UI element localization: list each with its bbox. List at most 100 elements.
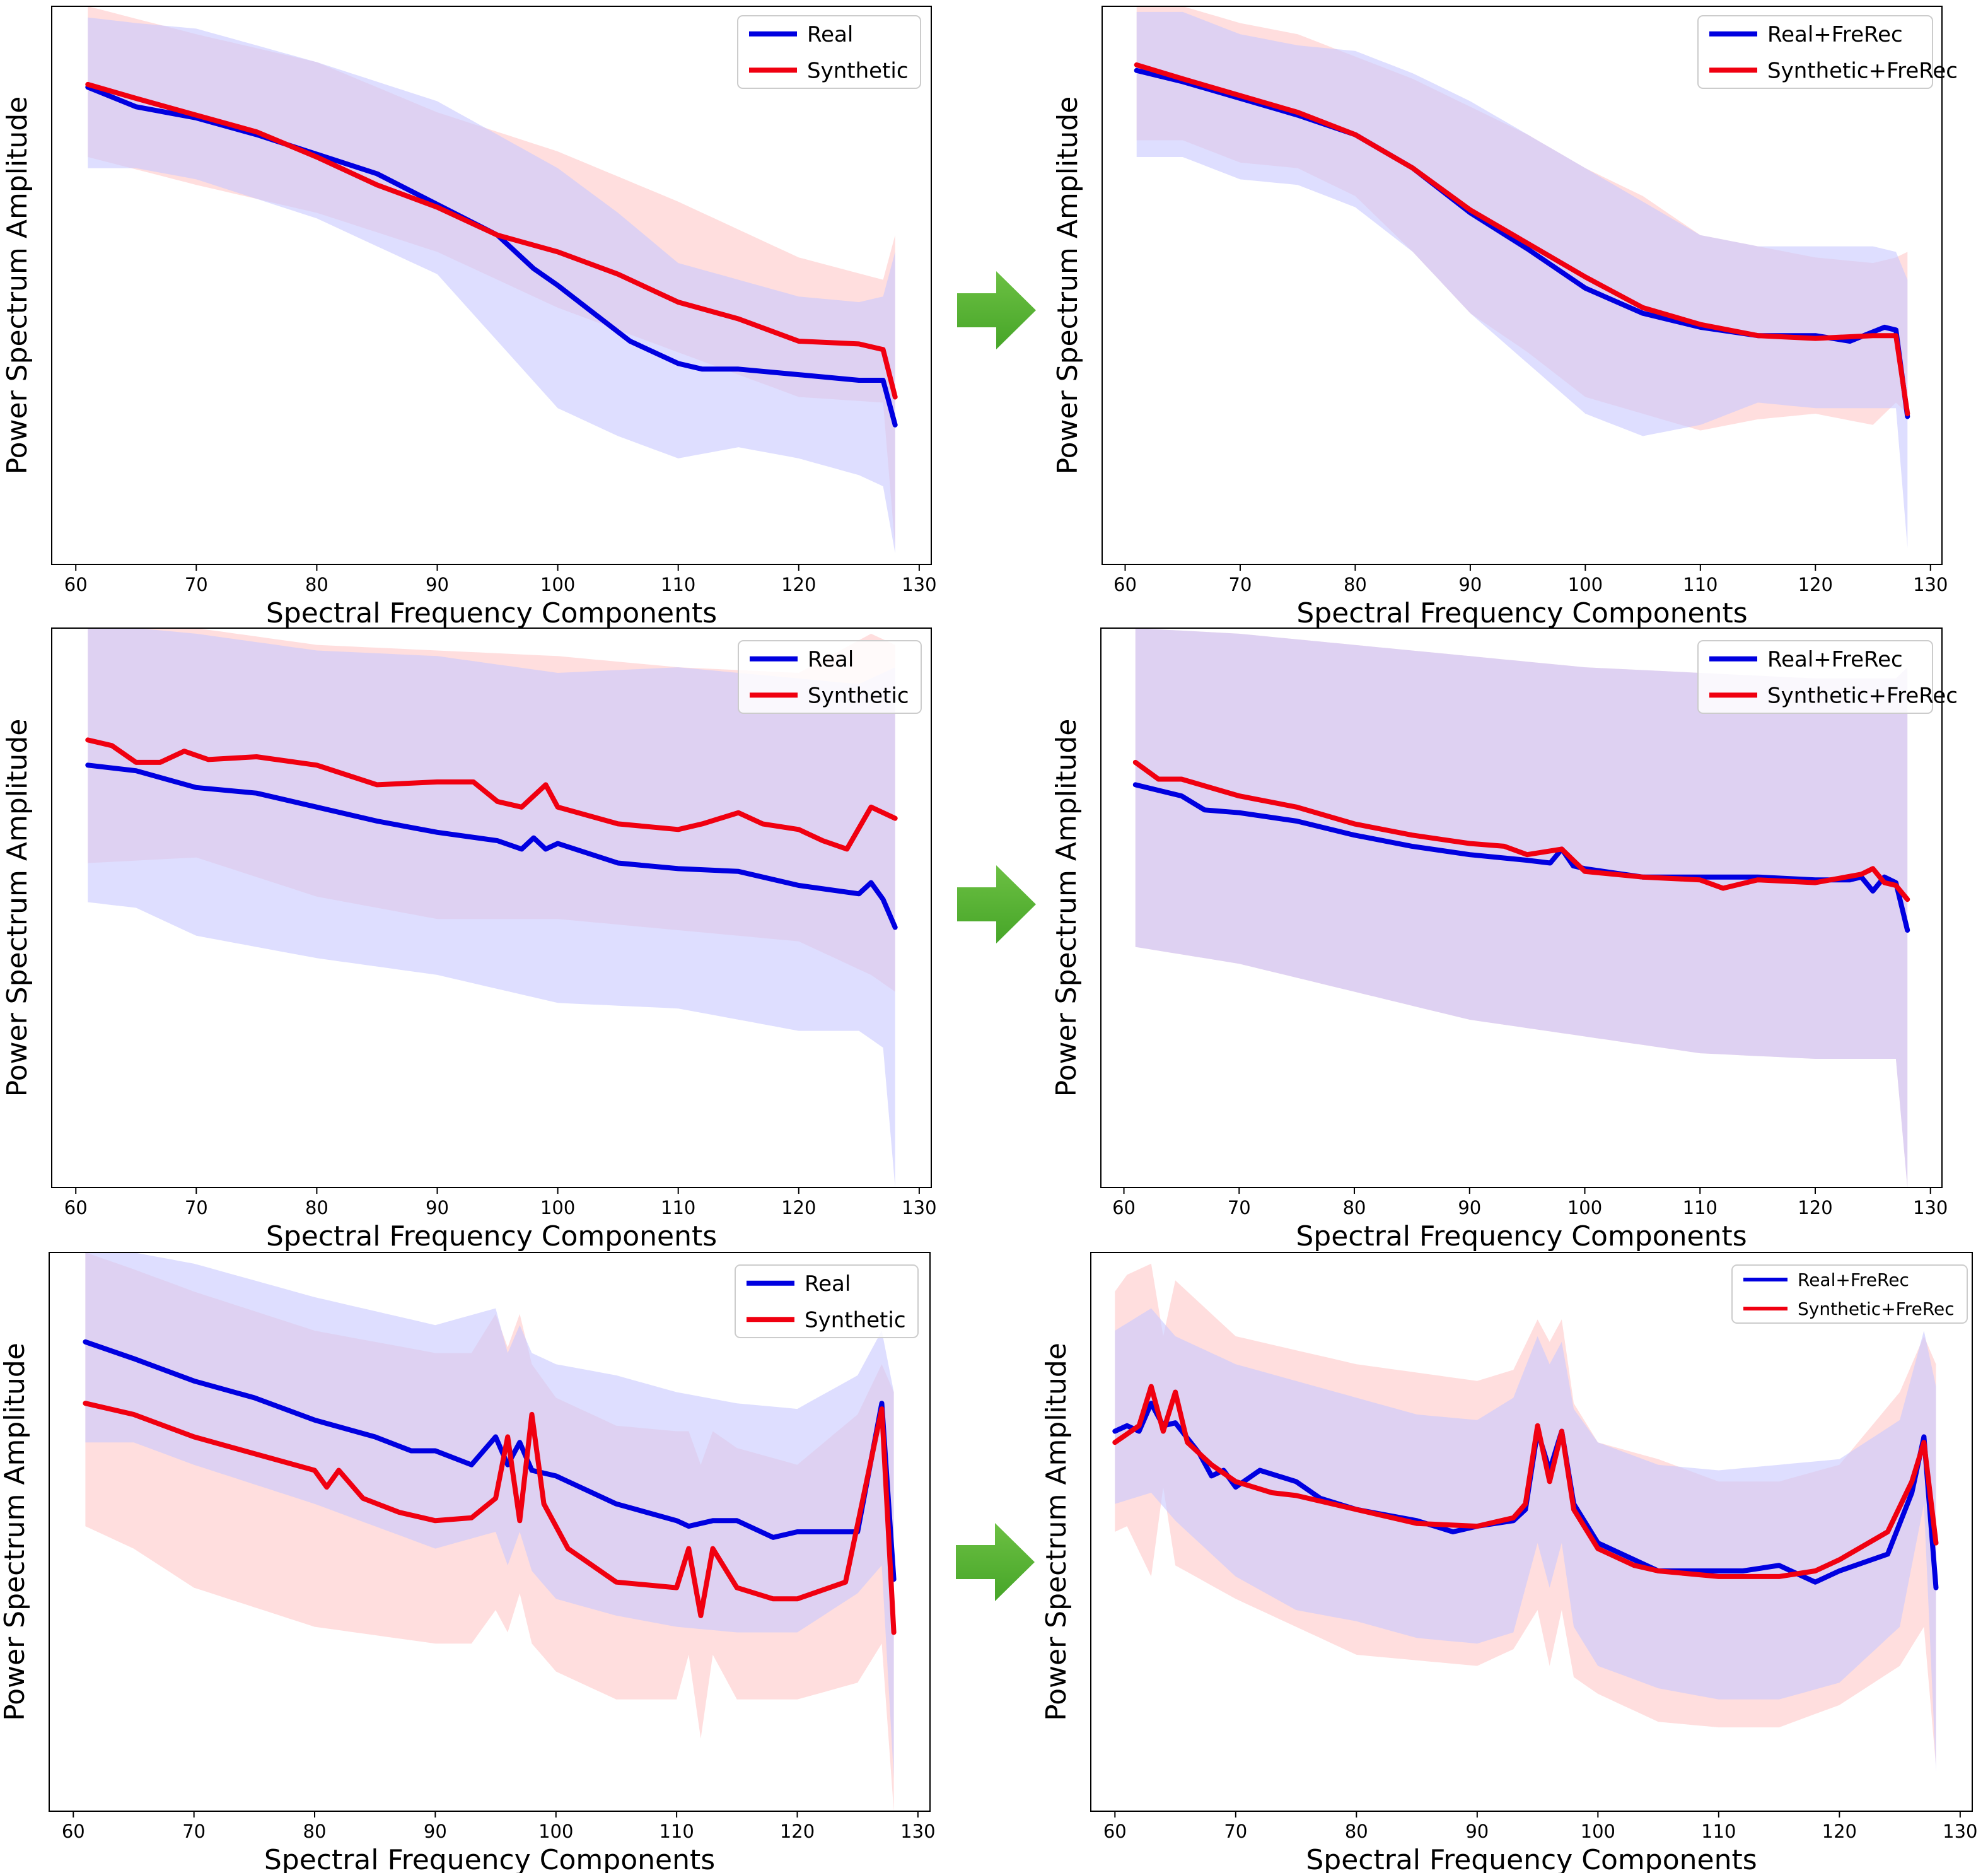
x-tick-label: 110 <box>661 574 695 595</box>
real-std-band <box>1136 11 1908 548</box>
x-tick-label: 130 <box>1943 1821 1977 1842</box>
chart-row3-left: 60 70 80 90 100 110 120 130 Spectral Frequency C… <box>0 1252 936 1873</box>
synthetic-mean-line <box>83 1401 897 1635</box>
x-tick-label: 90 <box>1458 1197 1481 1218</box>
legend-label: Real+FreRec <box>1767 22 1903 47</box>
legend-label: Synthetic+FreRec <box>1767 58 1958 83</box>
x-tick-label: 70 <box>1228 1197 1251 1218</box>
chart-row3-right: 60 70 80 90 100 110 120 130 Spectral Frequency C… <box>1040 1252 1978 1873</box>
synthetic-mean-line <box>1112 1384 1939 1579</box>
x-tick-label: 80 <box>305 1197 328 1218</box>
axes-frame <box>1102 6 1943 565</box>
plot-area <box>85 6 898 554</box>
x-tick-label: 100 <box>1568 574 1603 595</box>
x-tick-label: 100 <box>1567 1197 1602 1218</box>
x-tick-label: 120 <box>780 1821 815 1842</box>
legend-label: Synthetic+FreRec <box>1798 1298 1955 1319</box>
right-arrow-icon <box>957 271 1036 349</box>
x-tick-label: 70 <box>185 574 208 595</box>
y-axis-label: Power Spectrum Amplitude <box>1052 96 1084 475</box>
real-mean-line <box>85 762 898 930</box>
synthetic-mean-line <box>1134 62 1910 416</box>
x-tick-label: 80 <box>1345 1821 1368 1842</box>
x-axis-label: Spectral Frequency Components <box>1306 1844 1757 1873</box>
x-tick-label: 110 <box>1701 1821 1736 1842</box>
legend-label: Real <box>805 1271 851 1297</box>
x-tick-label: 120 <box>1822 1821 1857 1842</box>
synthetic-mean-line <box>85 737 898 852</box>
chart-row2-left: 60 70 80 90 100 110 120 130 Spectral Frequency C… <box>1 627 937 1252</box>
x-tick-label: 130 <box>900 1821 935 1842</box>
axes-frame <box>49 1252 931 1812</box>
x-axis-label: Spectral Frequency Components <box>266 1220 717 1252</box>
real-mean-line <box>85 85 898 428</box>
x-axis-label: Spectral Frequency Components <box>264 1844 715 1873</box>
real-std-band <box>88 17 895 554</box>
legend: Real Synthetic <box>737 15 921 89</box>
plot-area <box>1132 628 1910 1187</box>
x-tick-label: 100 <box>1581 1821 1615 1842</box>
chart-row1-left: 60 70 80 90 100 110 120 130 Spectral Frequency C… <box>1 6 937 629</box>
real-std-band <box>88 628 895 1187</box>
legend-box <box>1731 1264 1968 1324</box>
x-tick-label: 60 <box>1113 574 1137 595</box>
legend-label: Real <box>808 647 854 672</box>
chart-panels: 60 70 80 90 100 110 120 130 Spectral Frequency C… <box>0 6 1978 1873</box>
x-tick-label: 60 <box>62 1821 85 1842</box>
synthetic-mean-line <box>85 81 898 400</box>
synthetic-mean-line <box>1132 759 1910 902</box>
y-axis-label: Power Spectrum Amplitude <box>1 96 33 475</box>
x-tick-label: 80 <box>305 574 328 595</box>
y-axis-label: Power Spectrum Amplitude <box>1 719 33 1097</box>
x-tick-label: 110 <box>661 1197 695 1218</box>
axes-frame <box>51 6 932 565</box>
x-tick-label: 90 <box>426 1197 449 1218</box>
y-axis-label: Power Spectrum Amplitude <box>0 1343 31 1721</box>
axes-frame <box>1090 1252 1973 1812</box>
x-tick-label: 100 <box>540 1197 575 1218</box>
legend-label: Synthetic <box>807 58 909 83</box>
legend-label: Synthetic <box>808 683 909 708</box>
x-tick-label: 130 <box>1913 1197 1948 1218</box>
x-axis-label: Spectral Frequency Components <box>266 597 717 629</box>
x-tick-label: 90 <box>424 1821 447 1842</box>
x-tick-label: 110 <box>1683 1197 1718 1218</box>
x-tick-label: 120 <box>1798 574 1833 595</box>
real-std-band <box>1135 628 1908 1187</box>
legend: Real Synthetic <box>735 1264 919 1338</box>
x-axis-label: Spectral Frequency Components <box>1296 1220 1747 1252</box>
x-tick-label: 100 <box>538 1821 573 1842</box>
legend: Real+FreRec Synthetic+FreRec <box>1731 1264 1968 1324</box>
legend-label: Synthetic+FreRec <box>1767 683 1958 708</box>
right-arrow-icon <box>956 1523 1035 1601</box>
x-tick-label: 130 <box>1913 574 1948 595</box>
y-axis-label: Power Spectrum Amplitude <box>1050 719 1083 1097</box>
legend: Real Synthetic <box>738 640 922 714</box>
x-tick-label: 90 <box>426 574 449 595</box>
axes-frame <box>51 627 932 1188</box>
x-tick-label: 120 <box>781 574 816 595</box>
legend-label: Real+FreRec <box>1798 1269 1909 1290</box>
x-tick-label: 130 <box>902 1197 936 1218</box>
x-tick-label: 60 <box>1112 1197 1136 1218</box>
x-tick-label: 120 <box>1798 1197 1832 1218</box>
real-mean-line <box>1132 782 1910 933</box>
x-tick-label: 70 <box>1229 574 1252 595</box>
real-std-band <box>1115 1308 1936 1772</box>
real-std-band <box>85 1252 894 1778</box>
x-tick-label: 70 <box>1224 1821 1247 1842</box>
plot-area <box>1112 1263 1939 1772</box>
x-tick-label: 80 <box>303 1821 327 1842</box>
legend: Real+FreRec Synthetic+FreRec <box>1697 640 1958 714</box>
transition-arrows <box>956 271 1036 1601</box>
x-tick-label: 120 <box>781 1197 816 1218</box>
x-tick-label: 110 <box>659 1821 694 1842</box>
chart-row2-right: 60 70 80 90 100 110 120 130 Spectral Frequency C… <box>1050 627 1958 1252</box>
plot-area <box>1134 6 1910 548</box>
legend: Real+FreRec Synthetic+FreRec <box>1697 15 1958 89</box>
legend-label: Real+FreRec <box>1767 647 1903 672</box>
x-tick-label: 60 <box>64 574 88 595</box>
legend-label: Synthetic <box>805 1307 906 1333</box>
real-mean-line <box>83 1339 897 1582</box>
right-arrow-icon <box>957 865 1036 943</box>
